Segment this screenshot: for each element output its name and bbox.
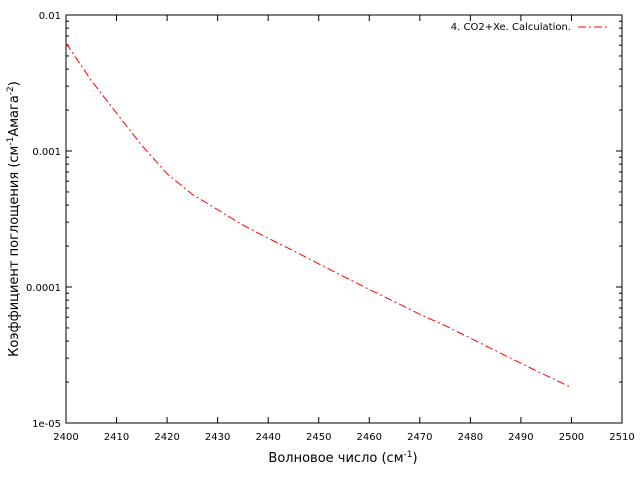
series-line [65,42,572,389]
y-tick-label: 0.0001 [26,283,61,294]
x-tick-label: 2510 [609,432,634,443]
y-axis-title-sup1: -1 [6,137,16,146]
x-tick-label: 2410 [104,432,129,443]
x-tick-label: 2430 [205,432,230,443]
legend-label: 4. CO2+Xe. Calculation. [451,22,571,33]
x-tick-label: 2420 [154,432,179,443]
x-tick-label: 2440 [255,432,280,443]
x-axis-title-close: ) [412,451,417,466]
x-tick-label: 2480 [458,432,483,443]
y-axis-title-part1: Коэффициент поглощения (см [7,146,22,357]
y-axis-title-part2: Амага [7,95,22,136]
x-axis-title-sup: -1 [404,450,413,460]
legend: 4. CO2+Xe. Calculation. [451,22,608,33]
x-tick-label: 2470 [407,432,432,443]
series-layer [65,42,572,389]
x-axis-ticks: 2400 2410 2420 2430 2440 2450 2460 2470 2480 2490… [53,15,635,443]
plot-frame [65,14,623,424]
x-tick-label: 2460 [357,432,382,443]
y-axis-title-part3: ) [7,81,22,86]
y-tick-label: 1e-05 [32,419,61,430]
y-axis-title-sup2: -2 [6,86,16,95]
y-tick-label: 0.001 [32,147,61,158]
y-axis-title: Коэффициент поглощения (см-1Амага-2) [6,81,22,357]
x-tick-label: 2490 [508,432,533,443]
y-axis-ticks: 1e-05 0.0001 0.001 0.01 [26,11,622,430]
x-axis-title-text: Волновое число (см [268,451,403,466]
x-axis-title: Волновое число (см-1) [268,450,417,466]
x-tick-label: 2400 [53,432,78,443]
x-tick-label: 2500 [559,432,584,443]
y-tick-label: 0.01 [39,11,61,22]
x-tick-label: 2450 [306,432,331,443]
